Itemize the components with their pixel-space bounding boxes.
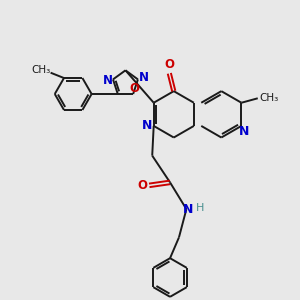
Text: N: N xyxy=(139,71,149,84)
Text: CH₃: CH₃ xyxy=(32,65,51,75)
Text: N: N xyxy=(142,119,152,132)
Text: H: H xyxy=(196,203,204,213)
Text: O: O xyxy=(164,58,174,71)
Text: CH₃: CH₃ xyxy=(260,93,279,103)
Text: N: N xyxy=(183,202,193,216)
Text: N: N xyxy=(239,125,250,138)
Text: N: N xyxy=(103,74,113,87)
Text: O: O xyxy=(130,82,140,95)
Text: O: O xyxy=(138,179,148,192)
